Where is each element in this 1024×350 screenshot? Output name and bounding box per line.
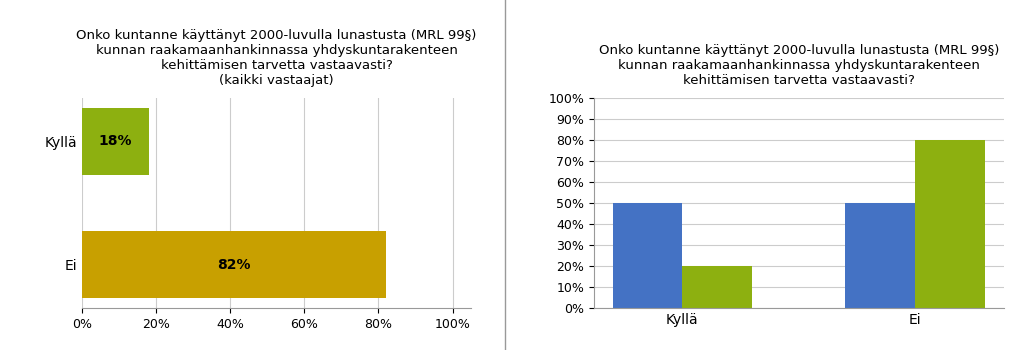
Bar bbox=[845, 203, 915, 308]
Text: 18%: 18% bbox=[98, 134, 132, 148]
Bar bbox=[915, 140, 985, 308]
Title: Onko kuntanne käyttänyt 2000-luvulla lunastusta (MRL 99§)
kunnan raakamaanhankin: Onko kuntanne käyttänyt 2000-luvulla lun… bbox=[599, 44, 998, 87]
Bar bbox=[682, 266, 753, 308]
Bar bbox=[82, 231, 386, 299]
Title: Onko kuntanne käyttänyt 2000-luvulla lunastusta (MRL 99§)
kunnan raakamaanhankin: Onko kuntanne käyttänyt 2000-luvulla lun… bbox=[77, 29, 476, 87]
Bar bbox=[82, 107, 148, 175]
Text: 82%: 82% bbox=[217, 258, 251, 272]
Bar bbox=[612, 203, 682, 308]
